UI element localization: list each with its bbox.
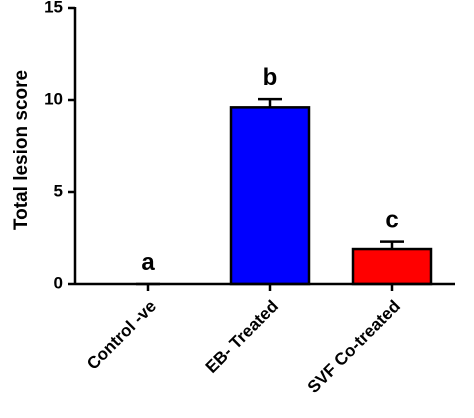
y-axis-label: Total lesion score — [11, 70, 32, 230]
annotation: a — [141, 249, 155, 276]
bar — [229, 106, 311, 286]
x-tick-label: EB- Treated — [202, 297, 282, 377]
x-tick-label: SVF Co-treated — [304, 297, 404, 397]
y-tick-label: 15 — [44, 0, 63, 16]
y-tick-label: 0 — [54, 273, 63, 292]
x-tick-label: Control -ve — [83, 297, 160, 374]
annotation: c — [385, 207, 398, 234]
bar — [351, 247, 433, 286]
y-tick-label: 5 — [54, 181, 63, 200]
annotation: b — [263, 64, 278, 91]
y-tick-label: 10 — [44, 89, 63, 108]
